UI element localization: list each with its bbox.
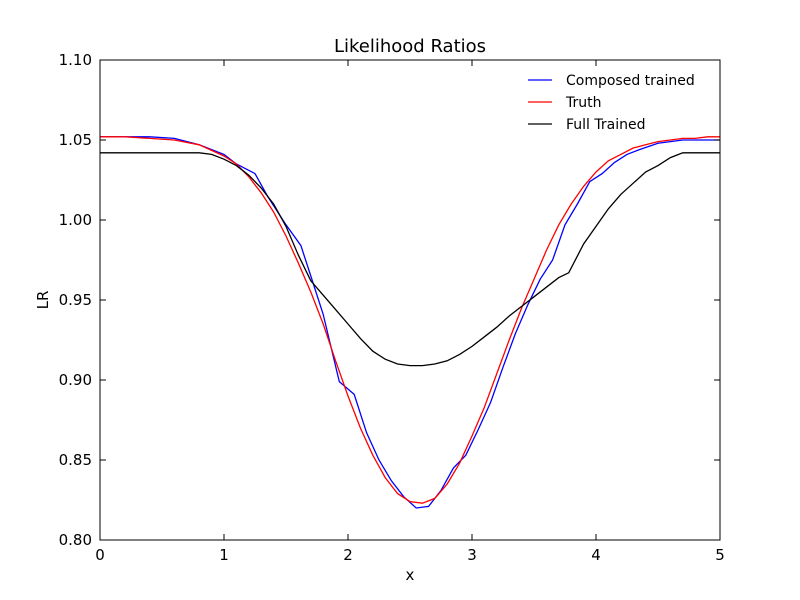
y-tick-label: 0.95 [59,291,92,309]
x-tick-label: 5 [715,546,725,564]
x-tick-label: 2 [343,546,353,564]
y-axis-label: LR [34,291,52,310]
y-tick-label: 0.85 [59,451,92,469]
y-tick-label: 0.80 [59,531,92,549]
legend-label: Truth [565,95,602,111]
chart-title: Likelihood Ratios [334,36,486,57]
x-tick-label: 0 [95,546,105,564]
legend-label: Composed trained [566,73,695,89]
legend: Composed trained Truth Full Trained [528,73,695,133]
y-tick-label: 0.90 [59,371,92,389]
y-tick-label: 1.05 [59,131,92,149]
ticks-layer: 0 1 2 3 4 5 0.80 0.85 0.90 0.95 1.00 1.05 1.10 [59,51,725,564]
legend-label: Full Trained [566,117,645,133]
y-tick-label: 1.10 [59,51,92,69]
x-tick-label: 1 [219,546,229,564]
series-line-truth [100,136,720,504]
series-line-full-trained [100,152,720,367]
y-tick-label: 1.00 [59,211,92,229]
x-tick-label: 3 [467,546,477,564]
x-tick-label: 4 [591,546,601,564]
x-axis-label: x [406,566,415,584]
series-layer [100,136,720,509]
